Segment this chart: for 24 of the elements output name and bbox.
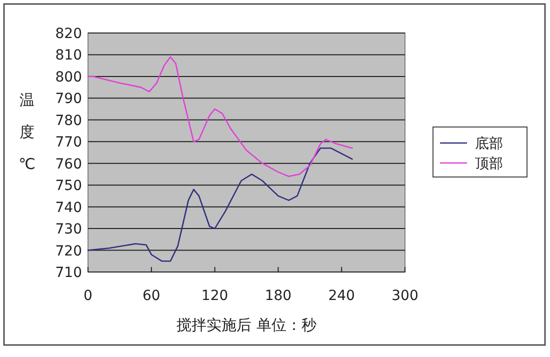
y-axis-title: 温度℃ <box>18 91 36 173</box>
y-tick-label: 750 <box>55 178 82 194</box>
y-tick-label: 760 <box>55 156 82 172</box>
x-tick-label: 120 <box>201 288 228 304</box>
y-tick-label: 810 <box>55 48 82 64</box>
legend-label: 顶部 <box>475 156 503 172</box>
legend-label: 底部 <box>475 136 503 152</box>
y-tick-label: 710 <box>55 265 82 281</box>
y-tick-label: 770 <box>55 134 82 151</box>
y-tick-label: 740 <box>55 200 82 216</box>
x-tick-label: 0 <box>84 288 92 304</box>
x-axis-title: 搅拌实施后 单位：秒 <box>176 316 316 334</box>
y-tick-label: 790 <box>55 91 82 108</box>
y-tick-label: 780 <box>55 112 82 129</box>
x-tick-label: 300 <box>392 288 418 304</box>
x-tick-label: 60 <box>142 288 160 304</box>
line-series <box>87 148 353 262</box>
x-tick-label: 180 <box>264 288 292 304</box>
y-tick-label: 800 <box>55 69 82 86</box>
y-tick-label: 730 <box>55 222 82 238</box>
x-tick-label: 240 <box>328 288 355 304</box>
y-tick-label: 720 <box>55 243 82 260</box>
line-series <box>87 56 353 178</box>
y-tick-label: 820 <box>55 26 82 42</box>
